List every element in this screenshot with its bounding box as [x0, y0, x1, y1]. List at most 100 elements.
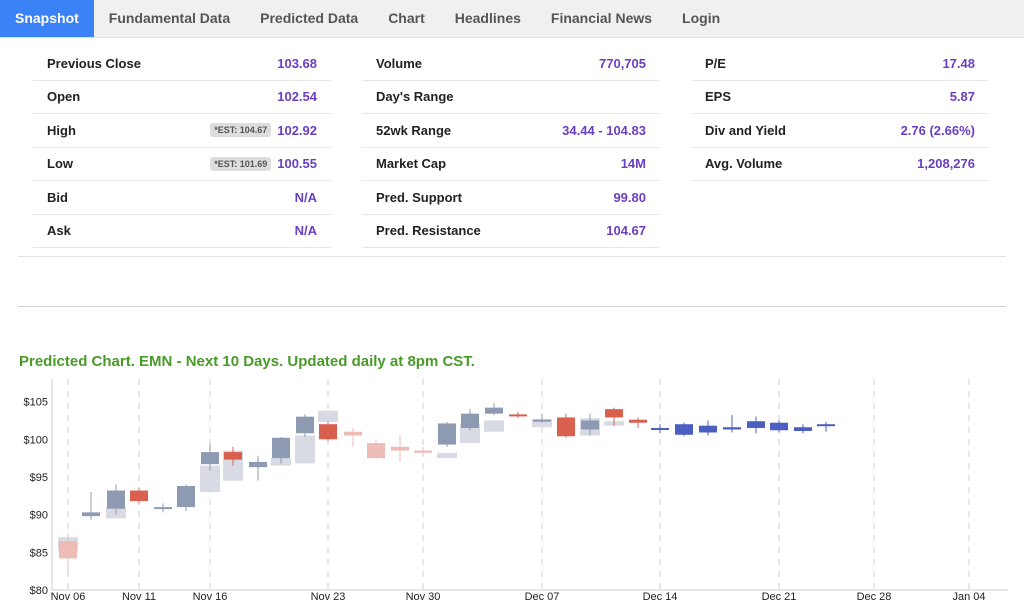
x-tick-label: Nov 16	[193, 591, 228, 603]
chart-title: Predicted Chart. EMN - Next 10 Days. Upd…	[19, 353, 475, 370]
stat-value-text: 17.48	[942, 55, 975, 71]
candle-body	[794, 427, 812, 431]
stat-label: Market Cap	[376, 156, 447, 172]
candle-body	[770, 422, 788, 431]
estimate-badge: *EST: 101.69	[210, 156, 272, 171]
stat-value-text: 770,705	[599, 55, 646, 71]
y-tick-label: $80	[30, 585, 48, 597]
stat-label: Avg. Volume	[705, 156, 783, 172]
candle-body	[723, 427, 741, 430]
actual-range-box	[437, 452, 457, 459]
x-tick-label: Dec 14	[643, 591, 678, 603]
y-tick-label: $100	[24, 434, 48, 446]
stat-value-text: 100.55	[277, 156, 317, 172]
tab-bar: Snapshot Fundamental Data Predicted Data Ch…	[0, 0, 1024, 38]
candle-body	[107, 490, 125, 509]
actual-range-box	[460, 424, 480, 444]
actual-range-box	[318, 410, 338, 422]
stat-row: Low *EST: 101.69 100.55	[33, 148, 331, 181]
x-tick-label: Dec 28	[857, 591, 892, 603]
stat-value-text: N/A	[294, 189, 317, 205]
candle-body	[557, 417, 575, 437]
stat-label: Low	[47, 156, 73, 172]
stat-value-text: 14M	[620, 156, 646, 172]
stat-value: 99.80	[613, 190, 646, 205]
candle-body	[509, 414, 527, 417]
stat-label: Pred. Support	[376, 189, 462, 205]
tab-financial-news[interactable]: Financial News	[550, 10, 653, 26]
candle-body	[581, 420, 599, 430]
stat-value: 5.87	[950, 89, 975, 104]
stat-row: P/E 17.48	[691, 47, 989, 81]
candle-body	[699, 425, 717, 433]
stat-row: Pred. Resistance 104.67	[362, 215, 660, 248]
candle-body	[485, 407, 503, 414]
stat-row: Ask N/A	[33, 215, 331, 248]
stat-value-text: 103.68	[277, 55, 317, 71]
stat-label: P/E	[705, 55, 726, 71]
stat-label: Ask	[47, 223, 71, 239]
y-tick-label: $95	[30, 472, 48, 484]
candle-body	[249, 461, 267, 468]
stat-value-text: 34.44 - 104.83	[562, 122, 646, 138]
estimate-badge: *EST: 104.67	[210, 123, 272, 138]
x-tick-label: Jan 04	[952, 591, 985, 603]
candle-body	[629, 419, 647, 423]
candle-body	[367, 443, 385, 459]
x-tick-label: Nov 06	[51, 591, 86, 603]
stat-label: Day's Range	[376, 89, 454, 105]
stat-value-text: 2.76 (2.66%)	[900, 122, 975, 138]
stat-row: Volume 770,705	[362, 47, 660, 81]
y-tick-label: $90	[30, 510, 48, 522]
stat-row: Avg. Volume 1,208,276	[691, 148, 989, 181]
stat-value-text: 102.54	[277, 89, 317, 105]
stat-value-text: 99.80	[613, 189, 646, 205]
tab-snapshot[interactable]: Snapshot	[0, 0, 94, 37]
stat-label: 52wk Range	[376, 122, 452, 138]
candle-body	[461, 413, 479, 428]
actual-range-box	[484, 420, 504, 432]
tab-predicted-data[interactable]: Predicted Data	[260, 10, 359, 26]
tab-chart[interactable]: Chart	[388, 10, 425, 26]
x-tick-label: Nov 11	[122, 591, 156, 603]
stat-label: Open	[47, 89, 81, 105]
candle-body	[438, 423, 456, 445]
stat-row: 52wk Range 34.44 - 104.83	[362, 114, 660, 148]
stat-row: Open 102.54	[33, 81, 331, 114]
stat-value-text: 5.87	[949, 89, 975, 105]
tab-fundamental-data[interactable]: Fundamental Data	[108, 10, 231, 26]
stat-row: Market Cap 14M	[362, 148, 660, 181]
stat-label: EPS	[705, 89, 732, 105]
stat-label: Previous Close	[47, 55, 141, 71]
candle-body	[319, 424, 337, 440]
candle-body	[817, 424, 835, 427]
stat-label: Div and Yield	[705, 122, 786, 138]
stat-row: Day's Range	[362, 81, 660, 114]
actual-range-box	[295, 435, 315, 464]
stat-label: Volume	[376, 55, 422, 71]
stat-value: 2.76 (2.66%)	[901, 123, 975, 138]
candle-body	[130, 490, 148, 502]
candle-body	[414, 450, 432, 453]
stat-value: 14M	[621, 156, 646, 171]
stats-column-2: Volume 770,705 Day's Range 52wk Range 34.44 …	[362, 47, 660, 248]
candle-body	[59, 541, 77, 559]
tab-headlines[interactable]: Headlines	[454, 10, 521, 26]
stat-label: High	[47, 122, 76, 138]
stat-row: EPS 5.87	[691, 81, 989, 114]
x-tick-label: Nov 30	[406, 591, 441, 603]
stats-column-3: P/E 17.48 EPS 5.87 Div and Yield 2.76 (2.66%)…	[691, 47, 989, 181]
x-tick-label: Nov 23	[311, 591, 346, 603]
x-tick-label: Dec 21	[762, 591, 797, 603]
candle-body	[272, 437, 290, 459]
stat-label: Bid	[47, 189, 68, 205]
stat-value: 104.67	[606, 223, 646, 238]
candle-body	[533, 419, 551, 422]
stat-row: Div and Yield 2.76 (2.66%)	[691, 114, 989, 148]
stat-value-text: 104.67	[606, 223, 646, 239]
tab-login[interactable]: Login	[682, 10, 721, 26]
candle-body	[651, 427, 669, 430]
stat-row: Bid N/A	[33, 181, 331, 215]
candle-body	[605, 409, 623, 418]
